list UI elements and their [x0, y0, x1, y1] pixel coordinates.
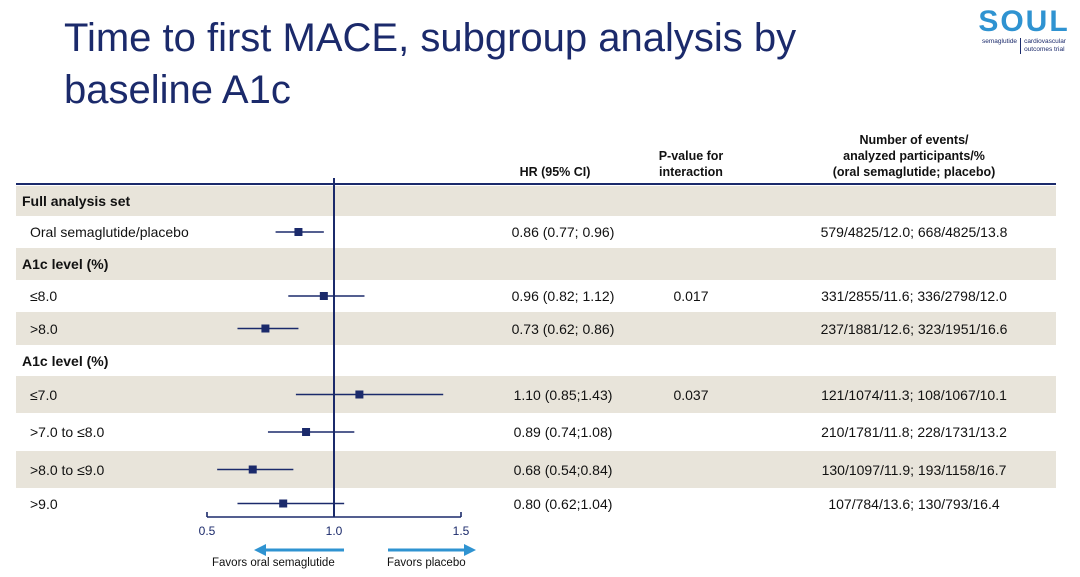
p-value: 0.017: [673, 288, 709, 304]
events-value: 579/4825/12.0; 668/4825/13.8: [820, 224, 1008, 240]
events-value: 237/1881/12.6; 323/1951/16.6: [820, 321, 1008, 337]
events-value: 331/2855/11.6; 336/2798/12.0: [821, 288, 1007, 304]
subgroup-label: Oral semaglutide/placebo: [30, 224, 189, 240]
subgroup-label: ≤8.0: [30, 288, 58, 304]
hr-ci-value: 0.96 (0.82; 1.12): [511, 288, 615, 304]
hr-ci-value: 0.89 (0.74;1.08): [513, 424, 613, 440]
favors-right-label: Favors placebo: [387, 557, 466, 569]
hr-marker: [248, 465, 257, 474]
events-value: 210/1781/11.8; 228/1731/13.2: [821, 424, 1007, 440]
table-row: >7.0 to ≤8.0 0.89 (0.74;1.08) 210/1781/11.…: [16, 413, 1056, 451]
header-events-line2: analyzed participants/%: [843, 149, 985, 163]
logo-wordmark: SOUL: [978, 5, 1070, 38]
hr-ci-value: 1.10 (0.85;1.43): [513, 387, 613, 403]
favors-left-arrow-head: [254, 544, 266, 556]
logo-tag-right-1: cardiovascular: [1024, 38, 1066, 45]
hr-ci-value: 0.80 (0.62;1.04): [513, 496, 613, 512]
events-value: 107/784/13.6; 130/793/16.4: [828, 496, 1000, 512]
section-row: Full analysis set: [16, 186, 1056, 216]
section-row: A1c level (%): [16, 345, 1056, 376]
hr-marker: [261, 324, 270, 333]
header-events-line1: Number of events/: [859, 133, 969, 147]
x-tick-label: 1.0: [326, 524, 343, 538]
header-events: Number of events/ analyzed participants/…: [764, 132, 1064, 180]
table-row: >9.0 0.80 (0.62;1.04) 107/784/13.6; 130/79…: [16, 488, 1056, 519]
hr-ci-value: 0.86 (0.77; 0.96): [511, 224, 615, 240]
table-row: >8.0 to ≤9.0 0.68 (0.54;0.84) 130/1097/11.…: [16, 451, 1056, 488]
hr-ci-value: 0.68 (0.54;0.84): [513, 462, 613, 478]
subgroup-label: ≤7.0: [30, 387, 58, 403]
logo-tag-right-2: outcomes trial: [1024, 46, 1065, 53]
subgroup-label: >8.0 to ≤9.0: [30, 462, 105, 478]
events-value: 130/1097/11.9; 193/1158/16.7: [821, 462, 1007, 478]
table-row: >8.0 0.73 (0.62; 0.86) 237/1881/12.6; 323/…: [16, 312, 1056, 345]
header-events-line3: (oral semaglutide; placebo): [832, 165, 996, 179]
x-tick-label: 1.5: [453, 524, 470, 538]
header-pvalue: P-value for interaction: [616, 148, 766, 180]
p-value: 0.037: [673, 387, 709, 403]
subgroup-label: >8.0: [30, 321, 58, 337]
header-pvalue-line2: interaction: [659, 165, 723, 179]
hr-marker: [294, 228, 303, 236]
table-row: ≤7.0 1.10 (0.85;1.43) 0.037 121/1074/11.3; …: [16, 376, 1056, 413]
table-row: Oral semaglutide/placebo 0.86 (0.77; 0.96…: [16, 216, 1056, 248]
hr-ci-value: 0.73 (0.62; 0.86): [511, 321, 615, 337]
hr-marker: [279, 499, 288, 508]
logo-tag-left: semaglutide: [982, 38, 1018, 45]
favors-right-arrow-head: [464, 544, 476, 556]
events-value: 121/1074/11.3; 108/1067/10.1: [821, 387, 1007, 403]
section-label: A1c level (%): [22, 256, 109, 272]
hr-marker: [355, 390, 364, 399]
section-label: Full analysis set: [22, 193, 131, 209]
favors-left-label: Favors oral semaglutide: [212, 557, 335, 569]
x-tick-label: 0.5: [199, 524, 216, 538]
hr-marker: [302, 428, 311, 436]
slide-title: Time to first MACE, subgroup analysis by…: [64, 16, 797, 112]
soul-logo: SOUL semaglutide cardiovascular outcomes…: [978, 6, 1070, 54]
table-row: ≤8.0 0.96 (0.82; 1.12) 0.017 331/2855/11.6;…: [16, 280, 1056, 312]
header-hr: HR (95% CI): [519, 165, 591, 179]
section-label: A1c level (%): [22, 353, 109, 369]
hr-marker: [319, 292, 328, 300]
subgroup-label: >9.0: [30, 496, 58, 512]
subgroup-label: >7.0 to ≤8.0: [30, 424, 105, 440]
logo-tagline: semaglutide cardiovascular outcomes tria…: [978, 38, 1070, 54]
header-pvalue-line1: P-value for: [658, 149, 724, 163]
section-row: A1c level (%): [16, 248, 1056, 280]
header-divider: [16, 183, 1056, 185]
